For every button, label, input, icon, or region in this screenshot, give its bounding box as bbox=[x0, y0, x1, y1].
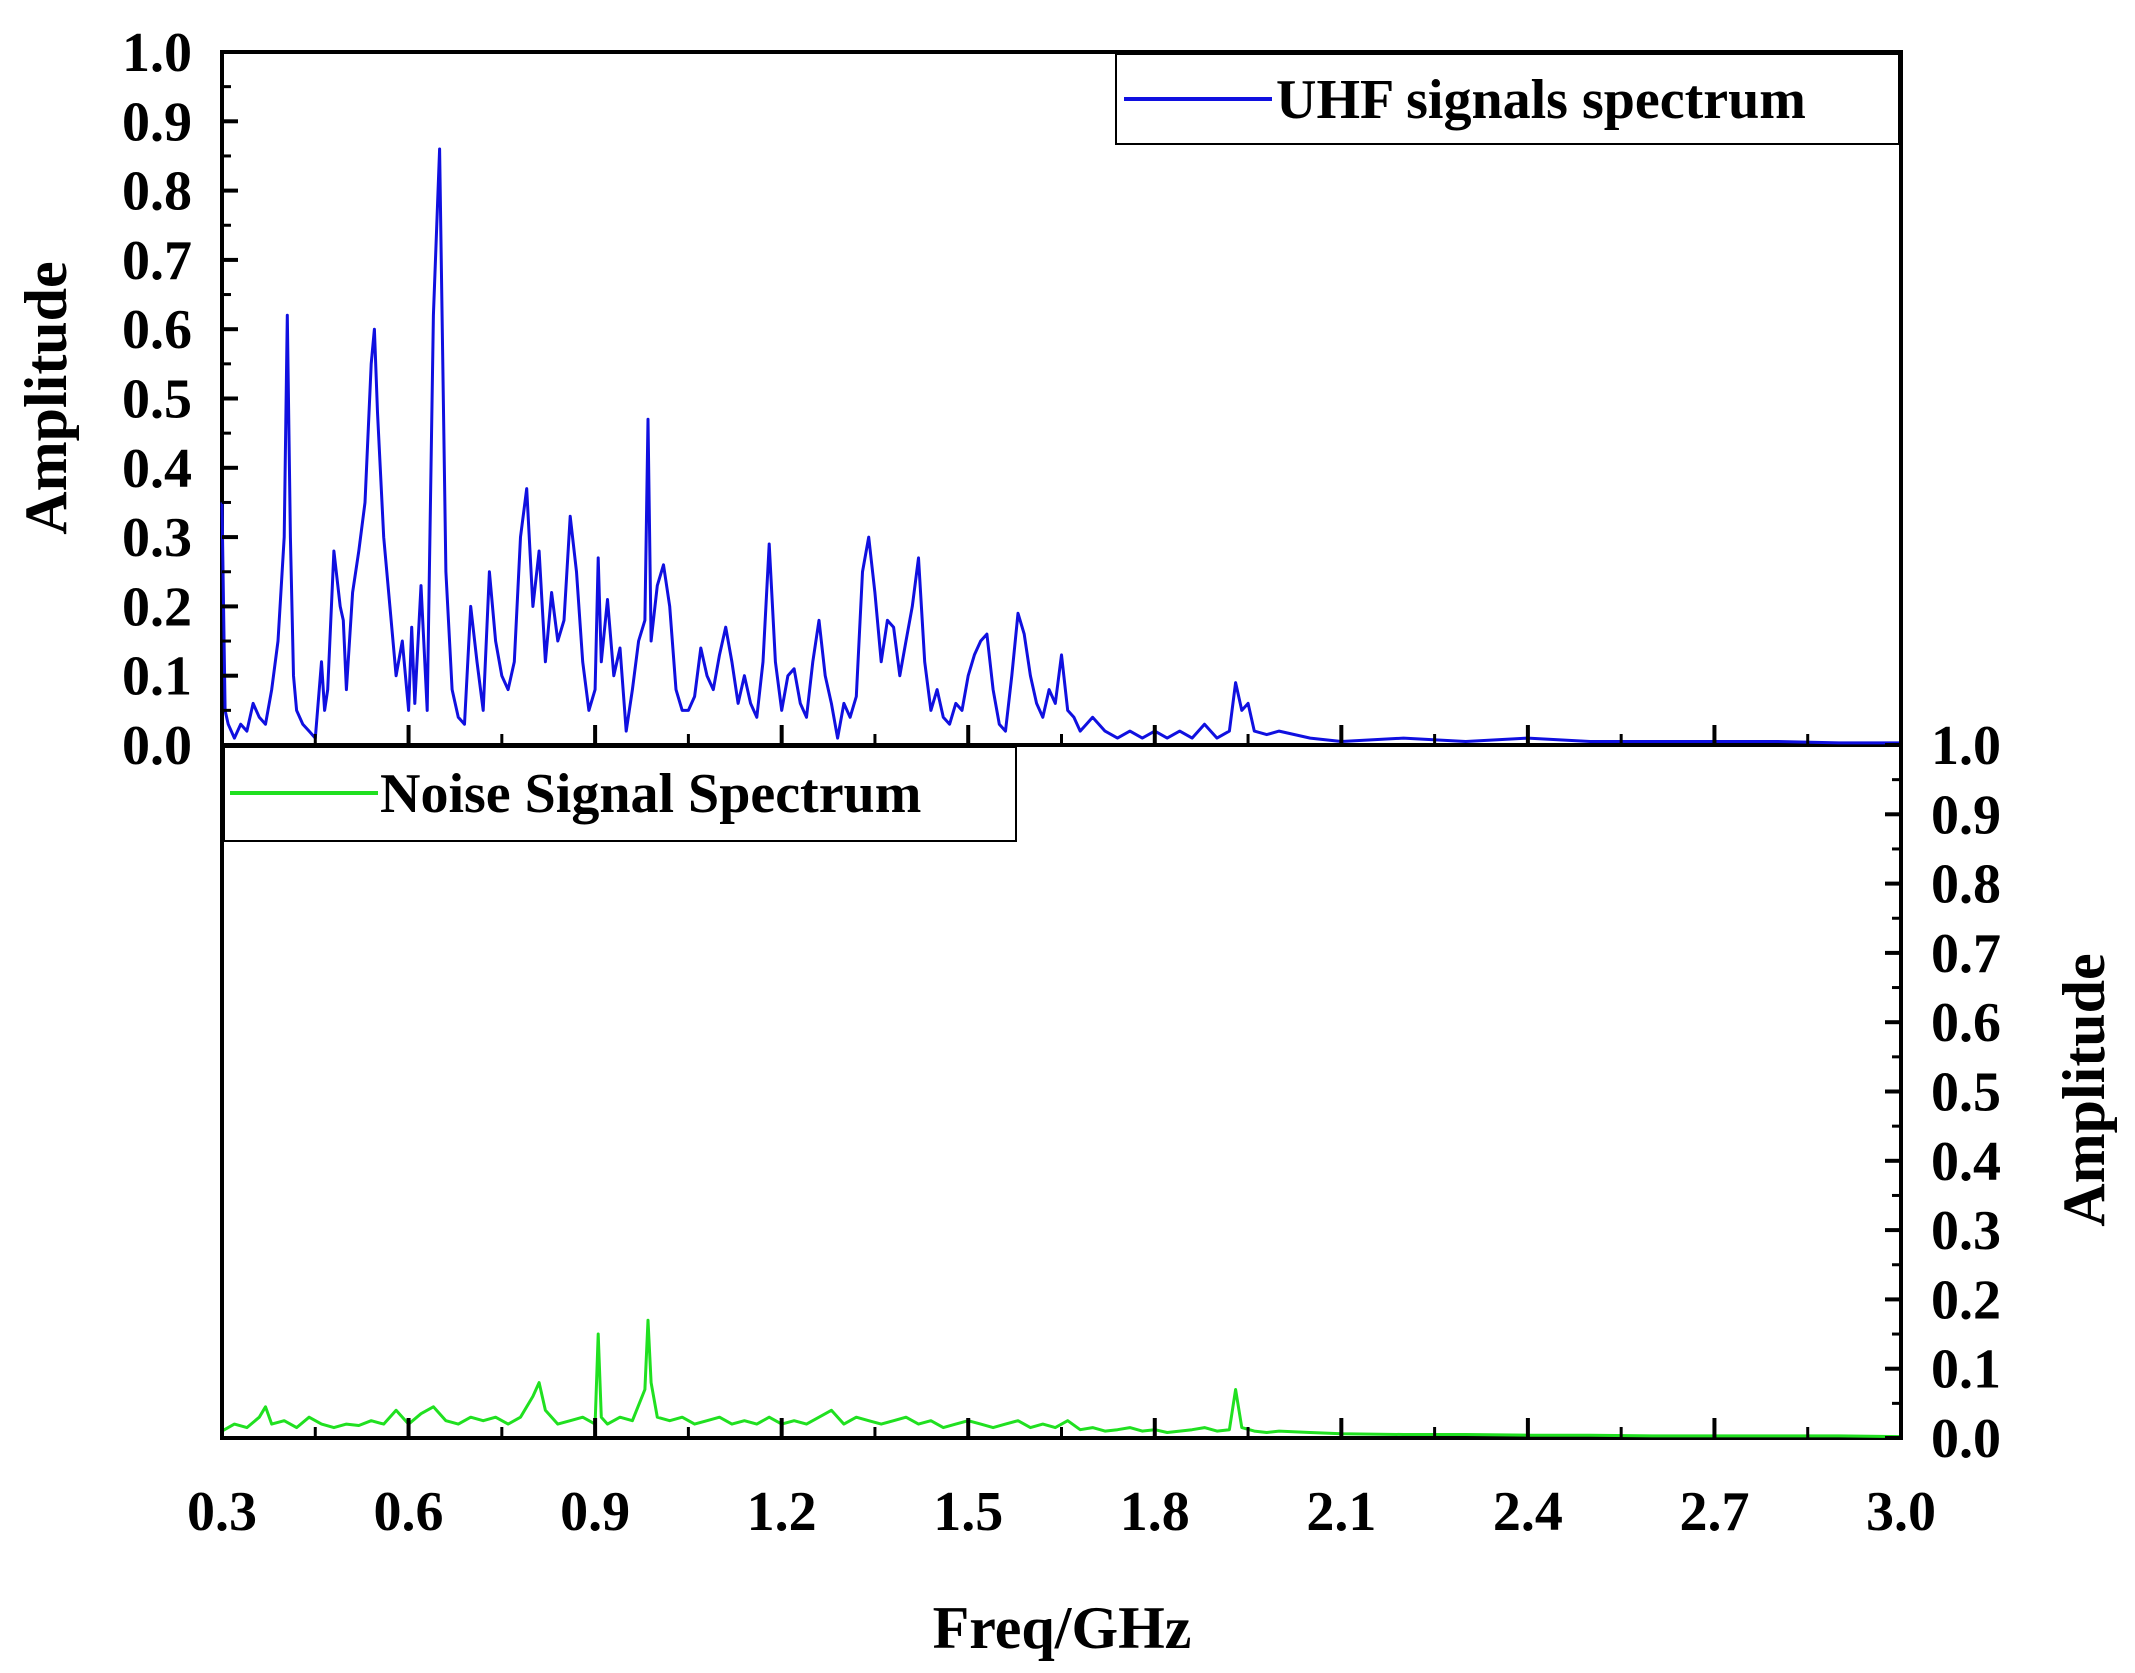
noise-signal-spectrum-line bbox=[221, 1318, 1902, 1439]
bottom-y-axis-title: Amplitude bbox=[2051, 953, 2117, 1226]
x-tick-label: 2.1 bbox=[1306, 1481, 1376, 1543]
axes-group: 0.0 0.1 0.2 0.3 0.4 0.5 0.6 0.7 0.8 0.9 1.0 0.0 0.1 0… bbox=[122, 22, 2001, 1543]
top-y-tick-label: 0.6 bbox=[122, 299, 192, 361]
top-y-axis-title: Amplitude bbox=[13, 261, 79, 534]
bottom-legend-label: Noise Signal Spectrum bbox=[380, 763, 921, 825]
bottom-y-tick-label: 0.1 bbox=[1931, 1339, 2001, 1401]
top-y-tick-label: 0.7 bbox=[122, 230, 192, 292]
top-legend-label: UHF signals spectrum bbox=[1276, 69, 1806, 131]
bottom-y-tick-label: 0.5 bbox=[1931, 1062, 2001, 1124]
x-tick-label: 2.7 bbox=[1679, 1481, 1749, 1543]
x-tick-label: 1.2 bbox=[747, 1481, 817, 1543]
x-tick-label: 0.6 bbox=[374, 1481, 444, 1543]
bottom-y-tick-label: 0.8 bbox=[1931, 854, 2001, 916]
top-y-tick-label: 1.0 bbox=[122, 22, 192, 84]
x-axis-title: Freq/GHz bbox=[933, 1595, 1192, 1661]
x-tick-label: 1.5 bbox=[933, 1481, 1003, 1543]
bottom-y-tick-label: 0.7 bbox=[1931, 923, 2001, 985]
x-tick-label: 2.4 bbox=[1493, 1481, 1563, 1543]
top-y-tick-label: 0.0 bbox=[122, 715, 192, 777]
top-y-tick-label: 0.3 bbox=[122, 507, 192, 569]
top-y-tick-label: 0.1 bbox=[122, 646, 192, 708]
bottom-y-tick-label: 0.4 bbox=[1931, 1131, 2001, 1193]
x-tick-label: 3.0 bbox=[1866, 1481, 1936, 1543]
bottom-y-tick-label: 0.6 bbox=[1931, 992, 2001, 1054]
top-y-tick-label: 0.4 bbox=[122, 438, 192, 500]
bottom-y-tick-label: 0.0 bbox=[1931, 1408, 2001, 1470]
top-y-tick-label: 0.2 bbox=[122, 576, 192, 638]
bottom-legend: Noise Signal Spectrum bbox=[223, 746, 1017, 842]
top-y-tick-label: 0.5 bbox=[122, 369, 192, 431]
uhf-signals-spectrum-line bbox=[220, 147, 1901, 745]
bottom-y-tick-label: 1.0 bbox=[1931, 715, 2001, 777]
x-tick-label: 0.3 bbox=[187, 1481, 257, 1543]
top-y-tick-label: 0.8 bbox=[122, 161, 192, 223]
x-tick-label: 1.8 bbox=[1120, 1481, 1190, 1543]
bottom-y-tick-label: 0.2 bbox=[1931, 1269, 2001, 1331]
x-tick-label: 0.9 bbox=[560, 1481, 630, 1543]
bottom-y-tick-label: 0.3 bbox=[1931, 1200, 2001, 1262]
top-legend: UHF signals spectrum bbox=[1115, 53, 1900, 145]
top-y-tick-label: 0.9 bbox=[122, 91, 192, 153]
bottom-y-tick-label: 0.9 bbox=[1931, 784, 2001, 846]
